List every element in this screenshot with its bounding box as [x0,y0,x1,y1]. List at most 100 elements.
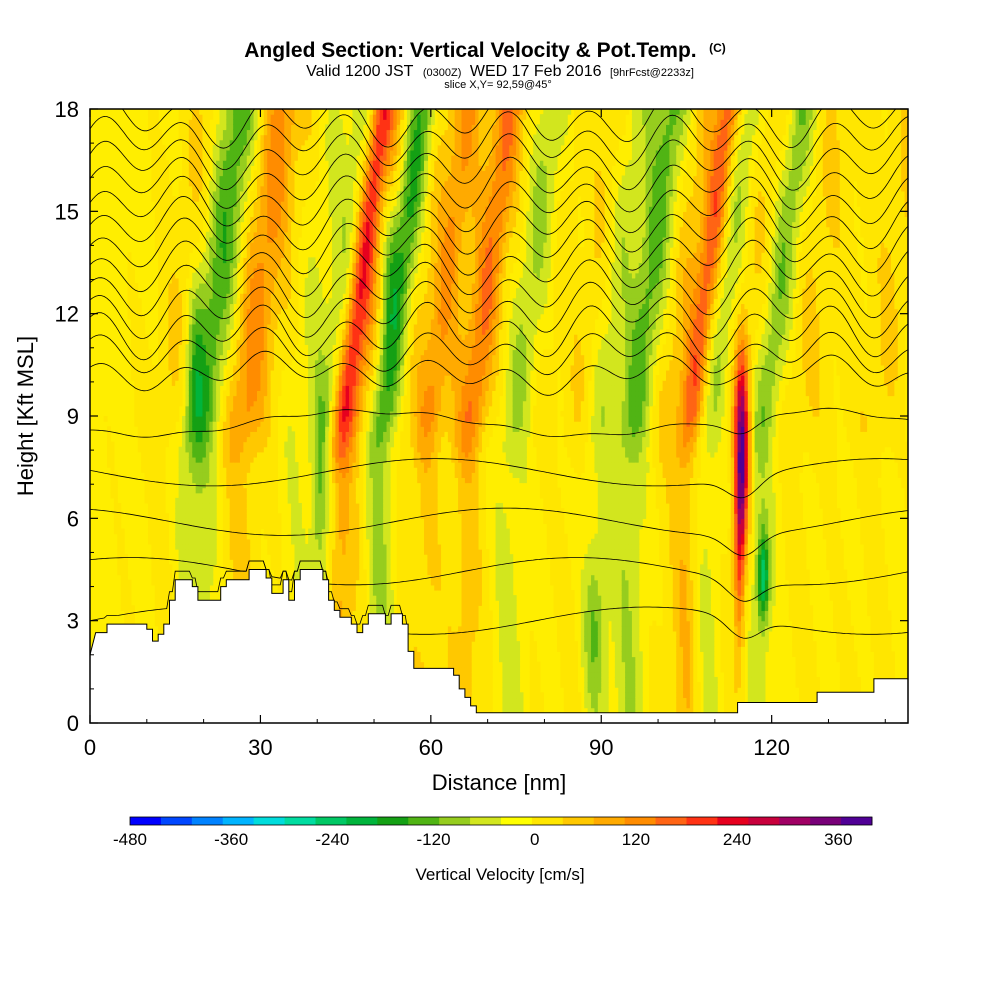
velocity-cell [212,262,217,269]
velocity-cell [246,554,251,560]
velocity-cell [243,272,248,279]
velocity-cell [212,190,217,197]
velocity-cell [202,497,207,504]
velocity-cell [195,359,200,366]
velocity-cell [311,416,316,422]
velocity-cell [151,436,156,443]
velocity-cell [321,323,326,330]
velocity-cell [164,400,169,407]
velocity-cell [219,308,224,315]
velocity-cell [120,569,125,576]
velocity-cell [257,369,262,376]
velocity-cell [212,288,217,294]
velocity-cell [253,497,258,504]
velocity-cell [274,549,279,555]
velocity-cell [294,303,299,310]
velocity-cell [250,559,255,565]
velocity-cell [199,334,204,340]
velocity-cell [147,426,152,432]
velocity-cell [246,252,251,258]
velocity-cell [243,569,248,576]
velocity-cell [195,405,200,412]
velocity-cell [178,308,183,315]
velocity-cell [192,134,197,141]
velocity-cell [178,339,183,345]
velocity-cell [304,155,309,161]
velocity-cell [236,114,241,120]
velocity-cell [277,318,282,325]
velocity-cell [236,165,241,171]
velocity-cell [219,282,224,289]
velocity-cell [164,559,169,565]
velocity-cell [236,543,241,550]
velocity-cell [263,221,268,228]
velocity-cell [192,497,197,504]
velocity-cell [226,492,231,499]
velocity-cell [260,288,265,294]
velocity-cell [250,375,255,381]
velocity-cell [182,359,187,366]
velocity-cell [161,518,166,525]
velocity-cell [137,354,142,361]
velocity-cell [216,329,221,335]
velocity-cell [287,149,292,156]
velocity-cell [192,277,197,284]
velocity-cell [260,201,265,207]
velocity-cell [239,543,244,550]
velocity-cell [226,109,231,115]
velocity-cell [175,497,180,504]
velocity-cell [311,390,316,397]
velocity-cell [216,364,221,371]
velocity-cell [209,298,214,305]
velocity-cell [263,129,268,136]
velocity-cell [304,160,309,166]
velocity-cell [263,375,268,381]
velocity-cell [226,385,231,392]
velocity-cell [260,175,265,182]
velocity-cell [209,313,214,320]
velocity-cell [168,421,173,427]
velocity-cell [134,359,139,366]
velocity-cell [274,518,279,525]
velocity-cell [202,395,207,402]
velocity-cell [239,564,244,571]
velocity-cell [117,559,122,565]
velocity-cell [188,456,193,463]
velocity-cell [257,344,262,351]
velocity-cell [212,236,217,243]
velocity-cell [222,462,227,468]
velocity-cell [185,272,190,279]
velocity-cell [314,267,319,274]
velocity-cell [294,298,299,305]
subtitle-valid: Valid 1200 JST [306,63,414,80]
velocity-cell [219,175,224,182]
velocity-cell [236,569,241,576]
velocity-cell [151,400,156,407]
velocity-cell [161,451,166,458]
velocity-cell [287,114,292,120]
velocity-cell [280,349,285,356]
velocity-cell [222,467,227,473]
velocity-cell [107,446,112,453]
velocity-cell [233,129,238,136]
velocity-cell [171,390,176,397]
velocity-cell [263,462,268,468]
velocity-cell [182,477,187,484]
velocity-cell [291,446,296,453]
velocity-cell [246,487,251,494]
velocity-cell [267,226,272,233]
velocity-cell [113,487,118,494]
velocity-cell [280,236,285,243]
velocity-cell [263,364,268,371]
velocity-cell [154,431,159,438]
velocity-cell [260,185,265,192]
velocity-cell [277,277,282,284]
velocity-cell [311,549,316,555]
velocity-cell [318,564,323,571]
velocity-cell [209,462,214,468]
velocity-cell [222,549,227,555]
velocity-cell [287,477,292,484]
velocity-cell [178,221,183,228]
velocity-cell [277,528,282,535]
velocity-cell [294,109,299,115]
